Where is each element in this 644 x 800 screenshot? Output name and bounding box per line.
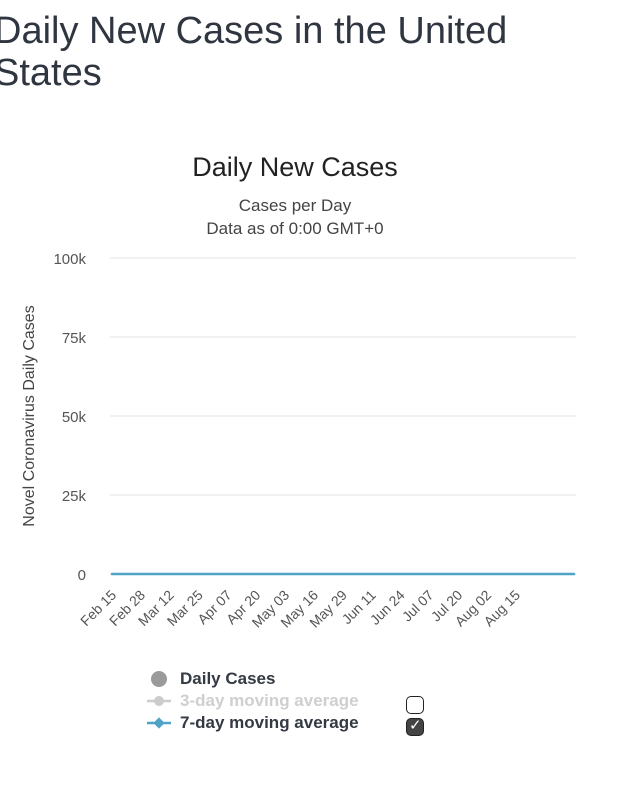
- y-tick-label: 50k: [62, 409, 87, 426]
- legend-label-3-day-average: 3-day moving average: [180, 691, 359, 710]
- legend-label-7-day-average: 7-day moving average: [180, 713, 359, 732]
- y-tick-label: 75k: [62, 330, 87, 347]
- 3-day-average-checkbox[interactable]: [406, 696, 424, 714]
- chart-legend: Daily Cases 3-day moving average 7-day m…: [146, 668, 466, 748]
- legend-item-7-day-average[interactable]: 7-day moving average: [146, 712, 359, 734]
- y-axis-title: Novel Coronavirus Daily Cases: [21, 305, 38, 526]
- y-tick-label: 25k: [62, 488, 87, 505]
- y-tick-label: 0: [78, 567, 86, 584]
- chart-subtitle: Cases per Day: [238, 196, 352, 215]
- y-tick-label: 100k: [53, 251, 86, 268]
- legend-label-daily-cases: Daily Cases: [180, 669, 276, 688]
- 7-day-average-swatch-icon: [146, 712, 172, 734]
- 7-day-average-checkbox[interactable]: [406, 716, 424, 736]
- chart-data-timestamp: Data as of 0:00 GMT+0: [206, 219, 384, 238]
- page-title: Daily New Cases in the United States: [0, 10, 508, 94]
- x-tick-label: Jul 07: [399, 587, 437, 625]
- legend-item-daily-cases[interactable]: Daily Cases: [146, 668, 275, 690]
- daily-cases-chart: 0 25k 50k 75k 100k Novel Coronavirus Daily Ca…: [21, 251, 576, 631]
- chart-title: Daily New Cases: [192, 152, 398, 182]
- 3-day-average-swatch-icon: [146, 690, 172, 712]
- legend-item-3-day-average[interactable]: 3-day moving average: [146, 690, 359, 712]
- daily-cases-swatch-icon: [146, 668, 172, 690]
